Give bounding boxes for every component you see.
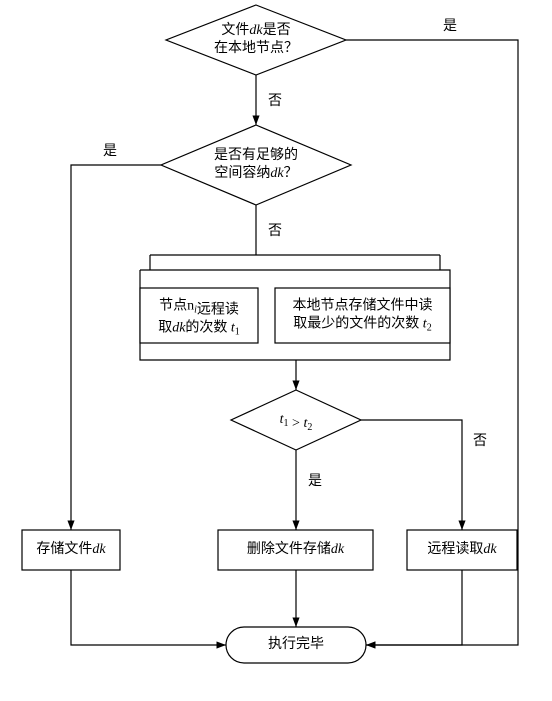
svg-text:执行完毕: 执行完毕 [268,636,324,652]
edge-label-10: 否 [473,434,487,449]
svg-text:存储文件dk: 存储文件dk [36,541,106,557]
edge-label-2: 是 [103,144,117,159]
edge-10 [361,420,462,530]
edge-label-3: 否 [268,224,282,239]
edge-13 [366,570,462,645]
svg-text:删除文件存储dk: 删除文件存储dk [247,541,345,557]
svg-text:远程读取dk: 远程读取dk [427,540,497,557]
d2 [161,125,351,205]
edge-label-9: 是 [308,474,322,489]
edge-label-1: 是 [443,19,457,34]
r2 [275,288,450,343]
edge-label-0: 否 [268,94,282,109]
d1 [166,5,346,75]
edge-2 [71,165,161,530]
edge-11 [71,570,226,645]
